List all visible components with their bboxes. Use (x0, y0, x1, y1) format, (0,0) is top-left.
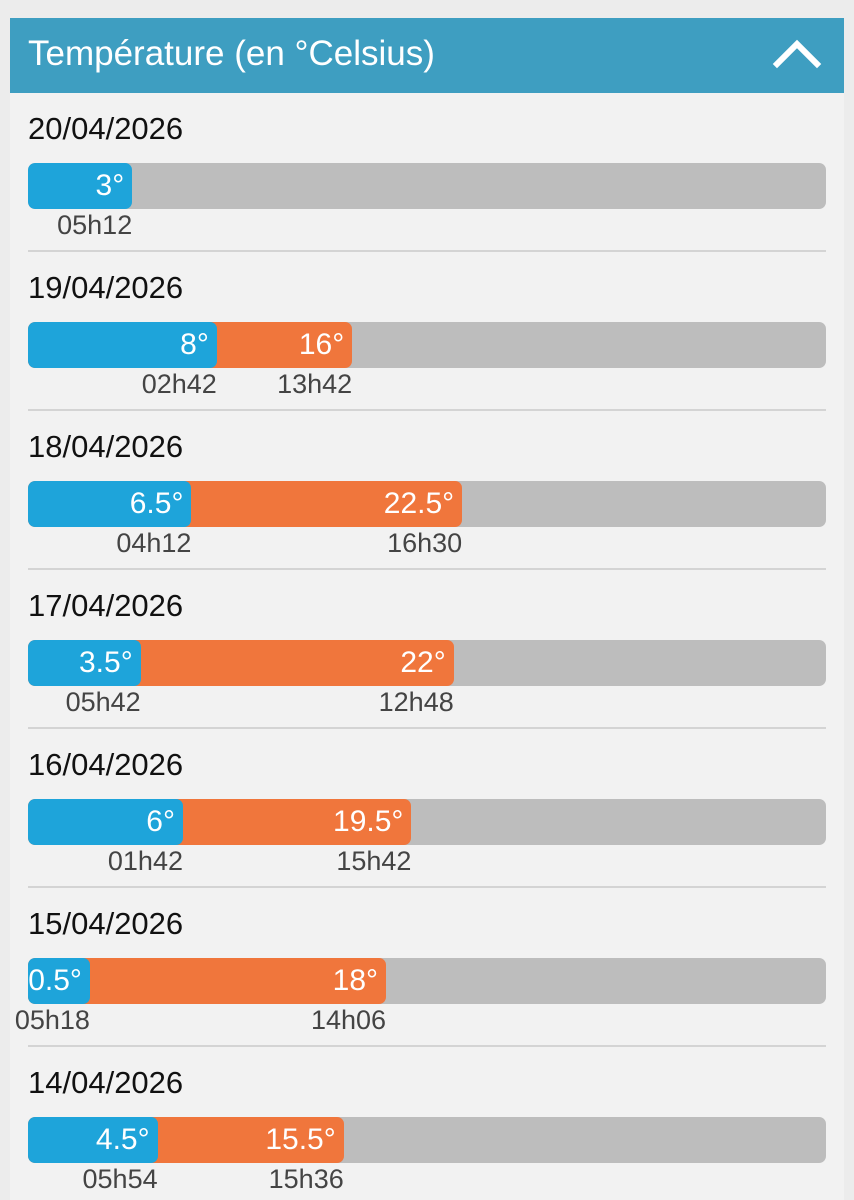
day-row: 17/04/2026 3.5° 22° 05h42 12h48 (10, 570, 844, 729)
min-temperature-value: 3.5° (78, 646, 133, 679)
panel-title: Température (en °Celsius) (28, 34, 435, 73)
day-date: 14/04/2026 (28, 1065, 184, 1100)
min-temperature-time: 05h12 (57, 210, 133, 240)
day-row: 20/04/2026 3° 05h12 (10, 93, 844, 252)
min-temperature-time: 04h12 (116, 528, 192, 558)
max-temperature-time: 15h36 (268, 1164, 344, 1194)
day-date: 15/04/2026 (28, 906, 184, 941)
min-temperature-time: 02h42 (141, 369, 217, 399)
day-row: 18/04/2026 6.5° 22.5° 04h12 16h30 (10, 411, 844, 570)
temperature-bar-track: 4.5° 15.5° (28, 1117, 826, 1163)
min-temperature-bar (28, 640, 141, 686)
min-temperature-value: 0.5° (28, 964, 82, 997)
max-temperature-value: 19.5° (333, 805, 404, 838)
min-temperature-value: 3° (95, 169, 125, 202)
panel-header[interactable]: Température (en °Celsius) (10, 18, 844, 93)
max-temperature-value: 15.5° (265, 1123, 336, 1156)
max-temperature-time: 16h30 (387, 528, 463, 558)
max-temperature-value: 22° (400, 646, 446, 679)
day-date: 18/04/2026 (28, 429, 184, 464)
day-row: 16/04/2026 6° 19.5° 01h42 15h42 (10, 729, 844, 888)
temperature-bar-track: 8° 16° (28, 322, 826, 368)
temperature-bar-track: 6.5° 22.5° (28, 481, 826, 527)
day-date: 17/04/2026 (28, 588, 184, 623)
min-temperature-time: 05h42 (65, 687, 141, 717)
min-temperature-value: 8° (180, 328, 209, 361)
row-divider (28, 250, 826, 252)
max-temperature-value: 22.5° (383, 487, 455, 520)
min-temperature-time: 01h42 (107, 846, 183, 876)
temperature-bar-track: 3.5° 22° (28, 640, 826, 686)
min-temperature-bar (28, 322, 217, 368)
min-temperature-bar (28, 163, 133, 209)
row-divider (28, 568, 826, 570)
day-row: 19/04/2026 8° 16° 02h42 13h42 (10, 252, 844, 411)
min-temperature-value: 6.5° (129, 487, 184, 520)
row-divider (28, 1045, 826, 1047)
min-temperature-bar (28, 799, 183, 845)
temperature-bar-track: 0.5° 18° (28, 958, 826, 1004)
max-temperature-time: 13h42 (277, 369, 353, 399)
row-divider (28, 409, 826, 411)
min-temperature-bar (28, 958, 90, 1004)
min-temperature-bar (28, 1117, 158, 1163)
row-divider (28, 886, 826, 888)
max-temperature-time: 12h48 (378, 687, 454, 717)
row-divider (28, 727, 826, 729)
chevron-up-icon[interactable] (770, 28, 824, 82)
temperature-bar-track: 3° (28, 163, 826, 209)
max-temperature-time: 14h06 (310, 1005, 387, 1035)
max-temperature-value: 16° (298, 328, 345, 361)
max-temperature-value: 18° (332, 964, 379, 997)
min-temperature-bar (28, 481, 192, 527)
temperature-bar-track: 6° 19.5° (28, 799, 826, 845)
min-temperature-value: 6° (146, 805, 175, 838)
day-row: 15/04/2026 0.5° 18° 05h18 14h06 (10, 888, 844, 1047)
day-row: 14/04/2026 4.5° 15.5° 05h54 15h36 (10, 1047, 844, 1200)
day-date: 20/04/2026 (28, 111, 184, 146)
day-list: 20/04/2026 3° 05h12 19/04/2026 8° 16° 02h42 13h… (10, 93, 844, 1200)
min-temperature-value: 4.5° (95, 1123, 150, 1156)
day-date: 16/04/2026 (28, 747, 184, 782)
day-date: 19/04/2026 (28, 270, 184, 305)
temperature-panel: Température (en °Celsius) 20/04/2026 3° 05… (10, 18, 844, 1200)
min-temperature-time: 05h18 (14, 1005, 90, 1035)
max-temperature-time: 15h42 (336, 846, 412, 876)
min-temperature-time: 05h54 (82, 1164, 158, 1194)
